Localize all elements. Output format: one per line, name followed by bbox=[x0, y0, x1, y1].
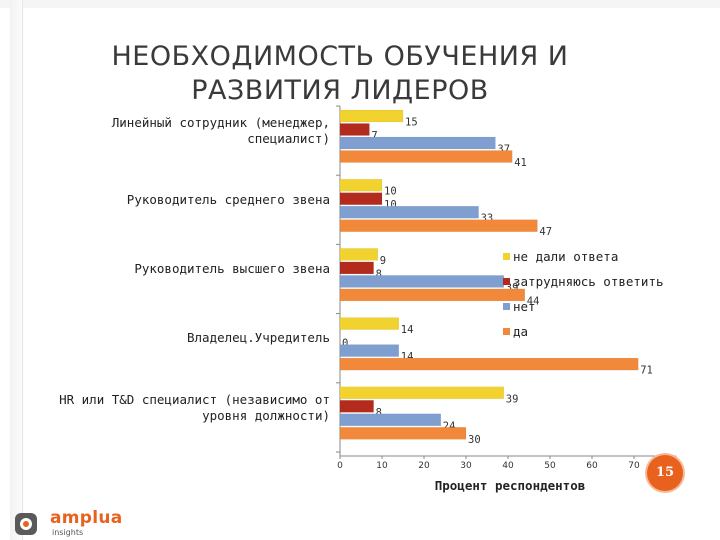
bar-2 bbox=[339, 413, 442, 427]
category-label-line: уровня должности) bbox=[202, 407, 330, 423]
category-label-line: Линейный сотрудник (менеджер, bbox=[111, 114, 330, 130]
data-label: 44 bbox=[527, 295, 540, 307]
bar-3 bbox=[339, 219, 538, 232]
category-label: Владелец.Учредитель bbox=[187, 330, 330, 346]
data-label: 7 bbox=[371, 130, 377, 142]
legend-swatch bbox=[503, 303, 510, 310]
x-tick-label: 0 bbox=[337, 461, 343, 471]
bar-3 bbox=[339, 288, 526, 302]
data-label: 71 bbox=[640, 365, 653, 377]
category-label-line: специалист) bbox=[247, 130, 330, 146]
slide-top-frame bbox=[0, 0, 720, 8]
legend-label: да bbox=[513, 324, 528, 339]
legend-swatch bbox=[503, 253, 510, 260]
legend-label: не дали ответа bbox=[513, 249, 618, 264]
category-label-line: Владелец.Учредитель bbox=[187, 330, 330, 346]
legend-swatch bbox=[503, 328, 510, 335]
data-label: 30 bbox=[468, 434, 481, 446]
bar-0 bbox=[339, 248, 379, 261]
x-tick-label: 10 bbox=[376, 461, 388, 471]
amplua-logo-icon bbox=[15, 513, 37, 535]
bar-0 bbox=[339, 178, 383, 192]
bar-0 bbox=[339, 109, 404, 123]
page-number-badge: 15 bbox=[647, 455, 683, 491]
x-tick-label: 30 bbox=[460, 461, 472, 471]
x-tick-label: 20 bbox=[418, 461, 430, 471]
x-axis-title: Процент респондентов bbox=[434, 478, 586, 493]
x-tick-label: 50 bbox=[544, 461, 556, 471]
category-label: Линейный сотрудник (менеджер, специалист) bbox=[112, 115, 330, 147]
bar-2 bbox=[339, 136, 496, 150]
data-label: 8 bbox=[376, 407, 382, 419]
data-label: 15 bbox=[405, 117, 418, 129]
title-line-2: РАЗВИТИЯ ЛИДЕРОВ bbox=[191, 75, 489, 106]
logo-subtitle: insights bbox=[52, 528, 84, 537]
category-label: Руководитель среднего звена bbox=[127, 192, 330, 208]
data-label: 0 bbox=[342, 338, 348, 350]
logo-wordmark: amplua bbox=[50, 508, 123, 528]
title-line-1: НЕОБХОДИМОСТЬ ОБУЧЕНИЯ И bbox=[111, 41, 569, 72]
legend-swatch bbox=[503, 278, 510, 285]
slide-title: НЕОБХОДИМОСТЬ ОБУЧЕНИЯ И РАЗВИТИЯ ЛИДЕРО… bbox=[60, 40, 620, 108]
x-tick-label: 40 bbox=[502, 461, 514, 471]
data-label: 14 bbox=[401, 324, 414, 336]
data-label: 8 bbox=[376, 268, 382, 280]
bar-1 bbox=[339, 123, 370, 136]
bar-1 bbox=[339, 192, 383, 205]
x-tick-label: 70 bbox=[628, 461, 640, 471]
category-label-line: Руководитель высшего звена bbox=[134, 261, 330, 277]
bar-0 bbox=[339, 317, 400, 330]
bar-3 bbox=[339, 150, 513, 163]
legend-label: нет bbox=[513, 299, 536, 314]
bar-2 bbox=[339, 205, 479, 219]
bar-1 bbox=[339, 261, 374, 275]
bar-2 bbox=[339, 344, 400, 357]
data-label: 39 bbox=[506, 393, 519, 405]
legend-label: затрудняюсь ответить bbox=[513, 274, 664, 289]
data-label: 10 bbox=[384, 186, 397, 198]
slide-left-frame bbox=[10, 0, 23, 540]
bar-3 bbox=[339, 357, 639, 371]
category-label-line: HR или T&D специалист (независимо от bbox=[59, 391, 330, 407]
category-label: HR или T&D специалист (независимо от уров… bbox=[59, 392, 330, 424]
category-label: Руководитель высшего звена bbox=[134, 261, 330, 277]
bar-0 bbox=[339, 386, 505, 400]
data-label: 41 bbox=[514, 157, 527, 169]
data-label: 9 bbox=[380, 255, 386, 267]
bar-3 bbox=[339, 427, 467, 440]
bar-1 bbox=[339, 400, 374, 413]
data-label: 47 bbox=[539, 226, 552, 238]
bar-2 bbox=[339, 275, 505, 288]
x-tick-label: 60 bbox=[586, 461, 598, 471]
category-label-line: Руководитель среднего звена bbox=[126, 191, 330, 207]
